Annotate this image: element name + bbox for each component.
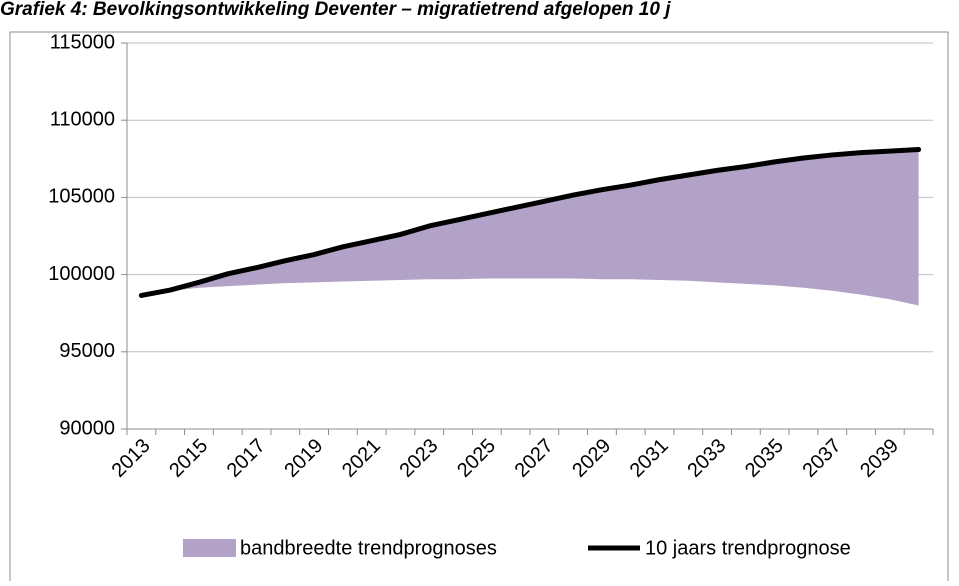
x-tick-label: 2013 bbox=[108, 435, 155, 482]
y-tick-label: 95000 bbox=[59, 340, 115, 362]
x-tick-label: 2033 bbox=[683, 435, 730, 482]
y-tick-label: 90000 bbox=[59, 417, 115, 439]
y-tick-label: 115000 bbox=[50, 31, 115, 53]
x-tick-label: 2027 bbox=[511, 435, 558, 482]
legend-label: 10 jaars trendprognose bbox=[645, 537, 851, 559]
y-tick-label: 110000 bbox=[50, 108, 115, 130]
x-tick-label: 2017 bbox=[223, 435, 270, 482]
x-tick-label: 2031 bbox=[626, 435, 673, 482]
legend-label: bandbreedte trendprognoses bbox=[240, 537, 497, 559]
legend-swatch bbox=[183, 539, 236, 557]
x-tick-label: 2039 bbox=[856, 435, 903, 482]
x-tick-label: 2025 bbox=[453, 435, 500, 482]
chart-border bbox=[9, 31, 949, 586]
x-tick-label: 2037 bbox=[798, 435, 845, 482]
x-tick-label: 2019 bbox=[280, 435, 327, 482]
x-tick-label: 2035 bbox=[741, 435, 788, 482]
y-tick-label: 105000 bbox=[48, 186, 115, 208]
x-tick-label: 2023 bbox=[395, 435, 442, 482]
trend-line bbox=[138, 147, 922, 298]
chart-title: Grafiek 4: Bevolkingsontwikkeling Devent… bbox=[0, 0, 671, 20]
y-tick-label: 100000 bbox=[48, 263, 115, 285]
x-tick-label: 2021 bbox=[338, 435, 385, 482]
x-tick-label: 2015 bbox=[165, 435, 212, 482]
band-area bbox=[141, 149, 919, 306]
x-tick-label: 2029 bbox=[568, 435, 615, 482]
